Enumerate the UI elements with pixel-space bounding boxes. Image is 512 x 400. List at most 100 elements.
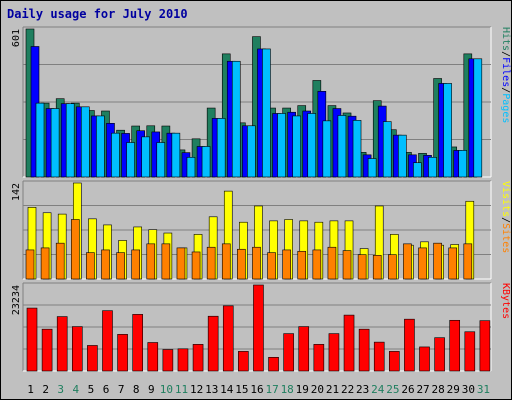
bar-kbytes-day-21 [328,333,340,372]
bar-pages-day-8 [141,136,150,178]
panel-1-ymax-label: 142 [11,183,22,201]
day-label-27: 27 [416,383,429,396]
bar-kbytes-day-19 [298,326,310,372]
day-label-6: 6 [103,383,110,396]
bar-pages-day-4 [80,106,90,178]
bar-sites-day-30 [463,243,473,280]
bar-sites-day-16 [252,246,261,280]
bar-pages-day-25 [398,134,407,178]
day-label-14: 14 [220,383,234,396]
panel-1-side-label: Visits/Sites [500,181,511,253]
bar-pages-day-30 [473,58,483,178]
bar-pages-day-24 [382,121,392,178]
bar-sites-day-26 [403,243,412,280]
bar-pages-day-28 [443,83,452,178]
side-label-separator: / [500,51,511,57]
day-label-7: 7 [118,383,125,396]
bar-pages-day-9 [156,142,166,178]
bar-kbytes-day-31 [479,320,491,372]
chart-title: Daily usage for July 2010 [7,7,188,21]
day-label-29: 29 [447,383,460,396]
panel-0-side-label: Hits/Files/Pages [500,27,511,123]
bar-sites-day-1 [25,249,35,280]
day-label-24: 24 [371,383,385,396]
bar-pages-day-10 [171,132,181,178]
bar-pages-day-16 [262,48,271,178]
day-label-28: 28 [432,383,445,396]
day-label-8: 8 [133,383,140,396]
bar-pages-day-22 [352,120,362,178]
bar-sites-day-12 [191,251,201,280]
day-label-17: 17 [265,383,278,396]
bar-sites-day-24 [372,255,382,280]
bar-kbytes-day-13 [207,315,219,372]
bar-kbytes-day-2 [41,328,53,372]
bar-sites-day-10 [161,243,171,280]
day-label-30: 30 [462,383,475,396]
bar-sites-day-27 [418,247,427,280]
bar-pages-day-1 [35,102,45,178]
bar-pages-day-23 [367,158,377,178]
side-label-files: Files [500,57,511,87]
bar-sites-day-8 [131,249,140,280]
day-label-2: 2 [42,383,49,396]
bar-kbytes-day-27 [419,346,430,372]
bar-kbytes-day-4 [71,326,83,372]
bar-kbytes-day-11 [177,348,189,372]
bar-kbytes-day-24 [373,341,385,372]
side-label-visits: Visits [500,181,511,217]
bar-sites-day-15 [237,248,246,280]
bar-sites-day-21 [327,246,337,280]
day-label-18: 18 [281,383,294,396]
day-label-1: 1 [27,383,34,396]
bar-kbytes-day-16 [253,284,264,372]
panel-2-ymax-label: 23234 [11,285,22,315]
bar-kbytes-day-6 [102,310,113,372]
side-label-hits: Hits [500,27,511,51]
bar-kbytes-day-3 [56,316,68,372]
side-label-separator: / [500,87,511,93]
bar-kbytes-day-30 [464,331,476,372]
bar-kbytes-day-1 [26,307,38,372]
bar-pages-day-14 [231,60,241,178]
bar-sites-day-14 [221,243,231,280]
day-label-11: 11 [175,383,188,396]
bar-sites-day-11 [176,247,186,280]
bar-kbytes-day-14 [222,305,234,372]
bar-kbytes-day-8 [132,314,143,372]
day-label-15: 15 [235,383,248,396]
bar-pages-day-2 [50,108,60,178]
bar-kbytes-day-20 [313,344,325,372]
bar-pages-day-17 [277,113,286,178]
bar-kbytes-day-7 [117,334,128,372]
bar-pages-day-5 [96,115,105,178]
bar-sites-day-4 [70,219,80,280]
bar-kbytes-day-25 [389,351,400,372]
day-label-21: 21 [326,383,339,396]
bar-kbytes-day-23 [358,328,370,372]
bar-sites-day-28 [433,242,442,280]
bar-pages-day-15 [247,125,256,178]
side-label-kbytes: KBytes [500,283,511,319]
bar-sites-day-3 [55,242,65,280]
side-label-pages: Pages [500,93,511,123]
bar-pages-day-26 [413,162,422,178]
bar-pages-day-13 [216,118,226,178]
day-label-31: 31 [477,383,490,396]
day-label-19: 19 [296,383,309,396]
bar-pages-day-27 [428,156,437,178]
bar-kbytes-day-12 [192,344,204,372]
bar-pages-day-21 [337,115,347,178]
day-label-5: 5 [88,383,95,396]
day-label-20: 20 [311,383,324,396]
bar-kbytes-day-29 [449,319,461,372]
day-label-12: 12 [190,383,203,396]
bar-kbytes-day-22 [343,314,355,372]
bar-sites-day-22 [342,250,352,280]
bar-kbytes-day-18 [283,333,294,372]
bar-sites-day-9 [146,243,156,280]
bar-sites-day-25 [388,254,397,280]
bar-sites-day-6 [101,249,110,280]
side-label-sites: Sites [500,223,511,253]
